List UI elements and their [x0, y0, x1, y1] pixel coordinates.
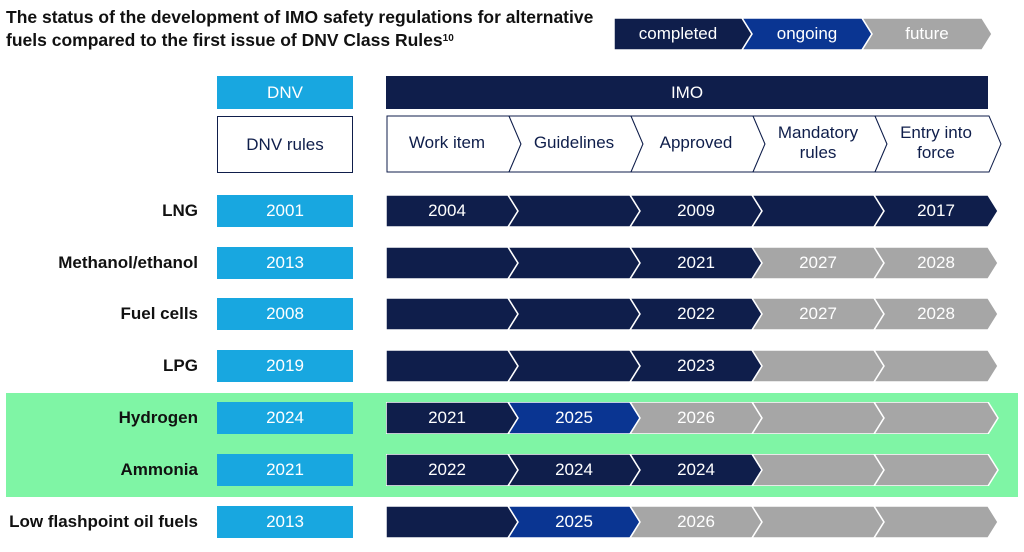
- segment-year: 2022: [677, 304, 715, 323]
- segment-year: 2027: [799, 253, 837, 272]
- timeline-segment-completed: [507, 195, 641, 227]
- timeline-segment-completed: [386, 350, 519, 382]
- segment-year: 2004: [428, 201, 466, 220]
- timeline-segment-future: [873, 402, 999, 434]
- stage-label-4: Mandatory rules: [777, 123, 859, 162]
- legend-label-completed: completed: [638, 24, 718, 43]
- dnv-header: DNV: [217, 76, 353, 109]
- imo-timeline: [386, 402, 999, 434]
- legend-swatch-future: [861, 18, 993, 50]
- timeline-segment-completed: [629, 454, 763, 486]
- segment-year: 2009: [677, 201, 715, 220]
- timeline-segment-future: [873, 506, 999, 538]
- title-footnote: 10: [442, 33, 454, 44]
- stage-label-2: Guidelines: [533, 133, 615, 152]
- segment-year: 2026: [677, 408, 715, 427]
- stage-label-1: Work item: [408, 133, 486, 152]
- segment-year: 2023: [677, 356, 715, 375]
- segment-year: 2017: [917, 201, 955, 220]
- segment-year: 2028: [917, 304, 955, 323]
- timeline-segment-completed: [629, 350, 763, 382]
- dnv-year-cell: 2008: [217, 298, 353, 330]
- imo-header: IMO: [386, 76, 988, 109]
- timeline-segment-future: [751, 454, 885, 486]
- dnv-year-cell: 2021: [217, 454, 353, 486]
- fuel-label: Low flashpoint oil fuels: [9, 512, 198, 531]
- timeline-segment-future: [751, 402, 885, 434]
- timeline-segment-completed: [629, 247, 763, 279]
- timeline-segment-future: [873, 454, 999, 486]
- dnv-rules-header: DNV rules: [217, 116, 353, 173]
- legend-swatch-ongoing: [741, 18, 873, 50]
- segment-year: 2024: [555, 460, 593, 479]
- timeline-segment-completed: [873, 195, 999, 227]
- dnv-year-cell: 2013: [217, 247, 353, 279]
- fuel-label: LPG: [163, 356, 198, 375]
- segment-year: 2025: [555, 512, 593, 531]
- timeline-segment-completed: [751, 195, 885, 227]
- timeline-segment-future: [629, 506, 763, 538]
- timeline-segment-future: [873, 298, 999, 330]
- dnv-year-cell: 2013: [217, 506, 353, 538]
- timeline-segment-completed: [507, 298, 641, 330]
- timeline-segment-ongoing: [507, 506, 641, 538]
- legend-shapes: [614, 18, 993, 50]
- timeline-segment-future: [629, 402, 763, 434]
- timeline-segment-future: [751, 298, 885, 330]
- timeline-segment-completed: [629, 195, 763, 227]
- segment-year: 2027: [799, 304, 837, 323]
- stage-outline: [386, 115, 1002, 173]
- segment-year: 2025: [555, 408, 593, 427]
- chart-title: The status of the development of IMO saf…: [6, 6, 606, 52]
- timeline-segment-completed: [507, 247, 641, 279]
- legend-label-future: future: [905, 24, 949, 43]
- timeline-segment-future: [751, 247, 885, 279]
- legend-label-ongoing: ongoing: [776, 24, 838, 43]
- timeline-segment-future: [751, 506, 885, 538]
- fuel-label: Fuel cells: [120, 304, 198, 323]
- timeline-segment-completed: [386, 298, 519, 330]
- timeline-segment-future: [873, 247, 999, 279]
- stage-label-3: Approved: [659, 133, 733, 152]
- dnv-year-cell: 2001: [217, 195, 353, 227]
- timeline-segment-completed: [507, 454, 641, 486]
- imo-timeline: [386, 247, 999, 279]
- status-legend: completed ongoing future: [614, 18, 993, 50]
- segment-year: 2021: [428, 408, 466, 427]
- fuel-label: Hydrogen: [118, 408, 198, 427]
- imo-timeline: [386, 195, 999, 227]
- dnv-year-cell: 2019: [217, 350, 353, 382]
- imo-timeline: [386, 506, 999, 538]
- segment-year: 2026: [677, 512, 715, 531]
- stage-label-5: Entry into force: [900, 123, 972, 162]
- timeline-segment-completed: [386, 247, 519, 279]
- title-text: The status of the development of IMO saf…: [6, 7, 594, 50]
- fuel-label: LNG: [162, 201, 198, 220]
- fuel-label: Ammonia: [120, 460, 198, 479]
- imo-timeline: [386, 454, 999, 486]
- segment-year: 2022: [428, 460, 466, 479]
- segment-year: 2021: [677, 253, 715, 272]
- timeline-segment-completed: [507, 350, 641, 382]
- segment-year: 2024: [677, 460, 715, 479]
- timeline-segment-future: [751, 350, 885, 382]
- imo-timeline: [386, 298, 999, 330]
- imo-timeline: [386, 350, 999, 382]
- timeline-segment-completed: [386, 506, 519, 538]
- fuel-label: Methanol/ethanol: [58, 253, 198, 272]
- stage-shape-5: [874, 115, 1002, 173]
- segment-year: 2028: [917, 253, 955, 272]
- timeline-segment-ongoing: [507, 402, 641, 434]
- dnv-year-cell: 2024: [217, 402, 353, 434]
- timeline-segment-future: [873, 350, 999, 382]
- timeline-segment-completed: [629, 298, 763, 330]
